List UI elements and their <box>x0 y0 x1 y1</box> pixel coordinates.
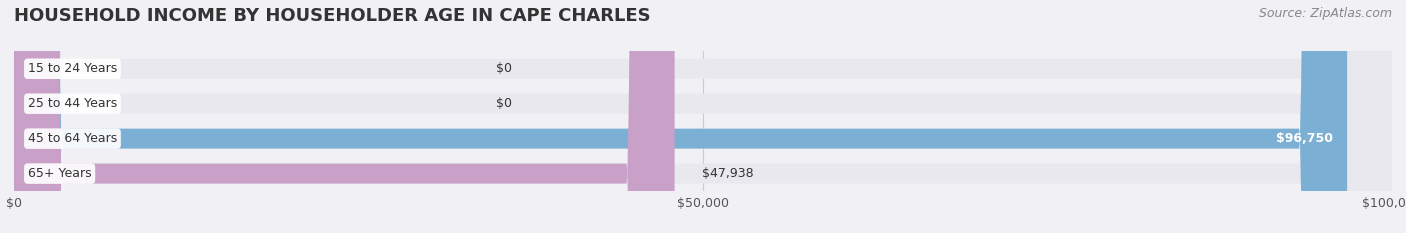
Text: Source: ZipAtlas.com: Source: ZipAtlas.com <box>1258 7 1392 20</box>
FancyBboxPatch shape <box>14 0 675 233</box>
Text: $0: $0 <box>496 62 512 75</box>
FancyBboxPatch shape <box>14 0 1392 233</box>
FancyBboxPatch shape <box>14 0 1392 233</box>
Text: 65+ Years: 65+ Years <box>28 167 91 180</box>
Text: HOUSEHOLD INCOME BY HOUSEHOLDER AGE IN CAPE CHARLES: HOUSEHOLD INCOME BY HOUSEHOLDER AGE IN C… <box>14 7 651 25</box>
FancyBboxPatch shape <box>14 0 1392 233</box>
Text: 25 to 44 Years: 25 to 44 Years <box>28 97 117 110</box>
Text: 15 to 24 Years: 15 to 24 Years <box>28 62 117 75</box>
Text: $47,938: $47,938 <box>702 167 754 180</box>
Text: $96,750: $96,750 <box>1277 132 1333 145</box>
FancyBboxPatch shape <box>14 0 1347 233</box>
Text: 45 to 64 Years: 45 to 64 Years <box>28 132 117 145</box>
Text: $0: $0 <box>496 97 512 110</box>
FancyBboxPatch shape <box>14 0 1392 233</box>
